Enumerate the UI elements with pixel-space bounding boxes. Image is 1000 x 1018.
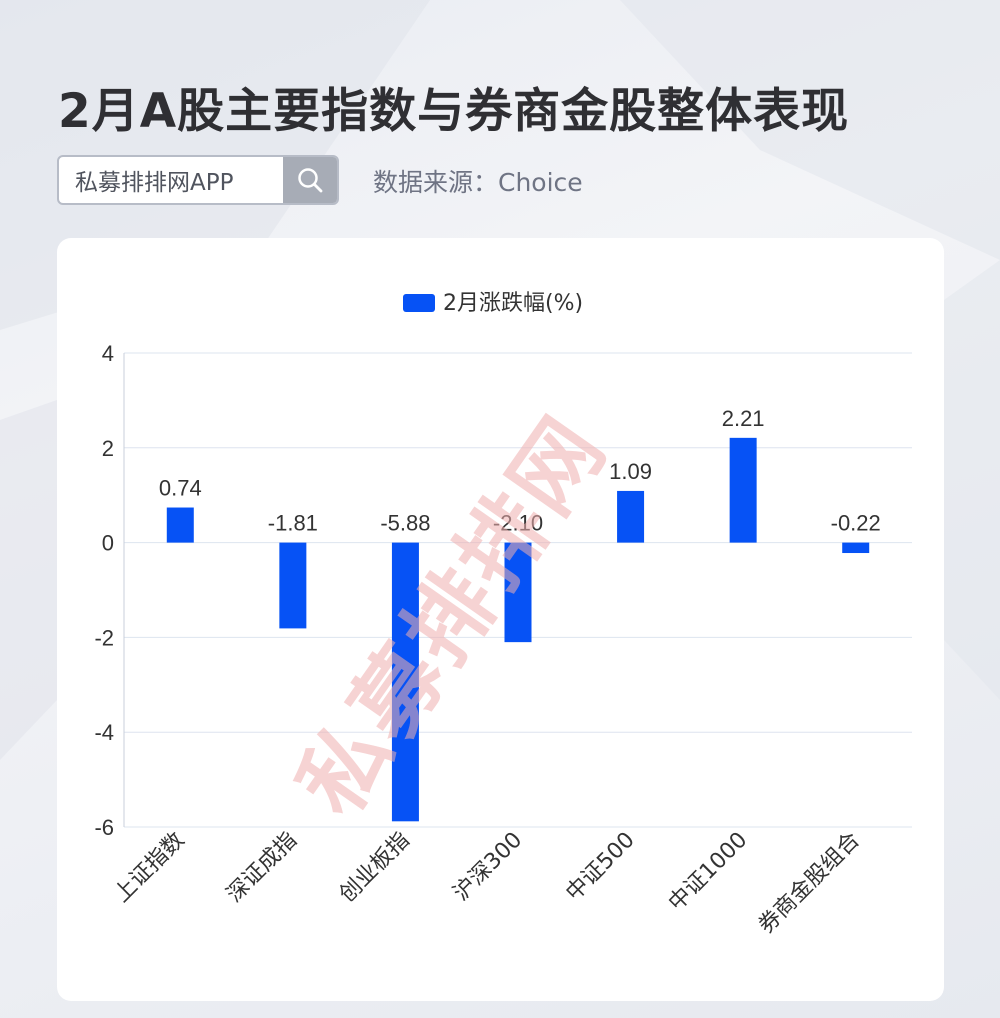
data-label: -0.22	[831, 511, 881, 536]
x-tick-label: 深证成指	[222, 828, 302, 908]
x-tick-label: 券商金股组合	[754, 828, 865, 939]
bar-chart: -6 -4 -2 0 2 4 0.74 上证指数 -1.81 深证成指 -5.88 创业板指 -2.10…	[94, 291, 912, 939]
y-tick-label: 2	[102, 436, 114, 461]
bar	[391, 542, 419, 822]
data-label: 1.09	[609, 459, 652, 484]
y-tick-label: 4	[102, 341, 114, 366]
watermark: 私募排排网	[278, 398, 626, 834]
x-tick-label: 中证1000	[664, 828, 752, 916]
x-tick-label: 创业板指	[335, 828, 415, 908]
search-box[interactable]: 私募排排网APP	[57, 155, 339, 205]
y-tick-label: -4	[94, 720, 114, 745]
bar	[166, 507, 194, 543]
bar	[842, 542, 870, 554]
legend-swatch	[403, 294, 435, 312]
search-text: 私募排排网APP	[75, 170, 234, 196]
y-tick-label: -6	[94, 815, 114, 840]
data-label: -5.88	[380, 511, 430, 536]
search-button[interactable]	[283, 157, 337, 203]
data-source: 数据来源：Choice	[373, 168, 583, 197]
data-label: 2.21	[722, 406, 765, 431]
y-tick-label: -2	[94, 625, 114, 650]
x-tick-label: 上证指数	[110, 828, 190, 908]
search-icon	[298, 168, 323, 193]
y-tick-label: 0	[102, 531, 114, 556]
chart-card: -6 -4 -2 0 2 4 0.74 上证指数 -1.81 深证成指 -5.88 创业板指 -2.10…	[57, 238, 944, 1001]
data-label: -1.81	[268, 511, 318, 536]
bar	[504, 542, 532, 643]
bar	[617, 490, 645, 543]
x-tick-label: 沪深300	[449, 828, 527, 906]
legend-label: 2月涨跌幅(%)	[443, 291, 583, 316]
data-label: 0.74	[159, 476, 202, 501]
bar	[279, 542, 307, 629]
bar	[729, 437, 757, 543]
x-tick-label: 中证500	[561, 828, 639, 906]
page-title: 2月A股主要指数与券商金股整体表现	[58, 84, 850, 139]
data-label: -2.10	[493, 511, 543, 536]
